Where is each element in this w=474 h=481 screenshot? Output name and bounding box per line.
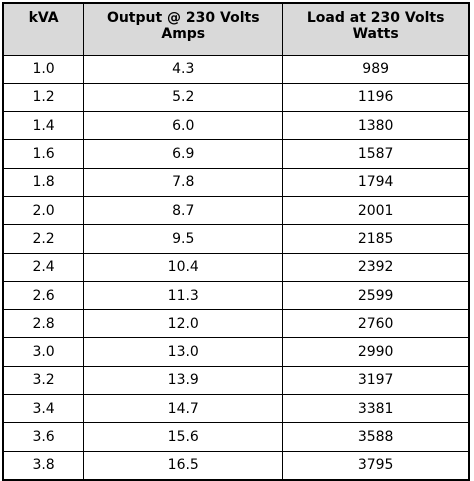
- table-row: 3.2 13.9 3197: [2, 365, 470, 396]
- table-cell: 3.0: [2, 337, 85, 367]
- table-cell: 3.2: [2, 365, 85, 396]
- table-cell: 3588: [282, 422, 470, 452]
- table-cell: 3.8: [2, 450, 85, 481]
- table-row: 3.6 15.6 3588: [2, 422, 470, 452]
- table-row: 2.4 10.4 2392: [2, 252, 470, 282]
- table-cell: 2760: [282, 309, 470, 339]
- header-row: kVA Output @ 230 Volts Amps Load at 230 Vo…: [2, 2, 470, 56]
- table-cell: 13.9: [83, 365, 284, 396]
- table-row: 2.6 11.3 2599: [2, 280, 470, 311]
- table-cell: 3.6: [2, 422, 85, 452]
- table-cell: 5.2: [83, 82, 284, 113]
- table-row: 3.8 16.5 3795: [2, 450, 470, 481]
- table-cell: 1196: [282, 82, 470, 113]
- table-cell: 1794: [282, 167, 470, 197]
- table-cell: 6.0: [83, 111, 284, 141]
- header-cell: Load at 230 Volts Watts: [282, 2, 470, 56]
- table-cell: 9.5: [83, 224, 284, 254]
- table-cell: 2.0: [2, 195, 85, 226]
- table-cell: 2599: [282, 280, 470, 311]
- table-cell: 6.9: [83, 139, 284, 169]
- table-cell: 12.0: [83, 309, 284, 339]
- table-cell: 2990: [282, 337, 470, 367]
- table-cell: 2392: [282, 252, 470, 282]
- table-row: 2.2 9.5 2185: [2, 224, 470, 254]
- table-cell: 2.6: [2, 280, 85, 311]
- table-row: 1.8 7.8 1794: [2, 167, 470, 197]
- table-cell: 2.2: [2, 224, 85, 254]
- table-cell: 13.0: [83, 337, 284, 367]
- table-row: 1.0 4.3 989: [2, 54, 470, 84]
- header-cell: Output @ 230 Volts Amps: [83, 2, 284, 56]
- header-cell: kVA: [2, 2, 85, 56]
- table-cell: 14.7: [83, 394, 284, 424]
- table-body: 1.0 4.3 989 1.2 5.2 1196 1.4 6.0 1380 1.6 6.9 1587 1…: [2, 54, 470, 481]
- table-cell: 1.0: [2, 54, 85, 84]
- table-cell: 16.5: [83, 450, 284, 481]
- table-cell: 8.7: [83, 195, 284, 226]
- table-cell: 1.2: [2, 82, 85, 113]
- table-cell: 1587: [282, 139, 470, 169]
- table-row: 2.0 8.7 2001: [2, 195, 470, 226]
- table-cell: 11.3: [83, 280, 284, 311]
- table-cell: 3197: [282, 365, 470, 396]
- table-cell: 3381: [282, 394, 470, 424]
- table-cell: 7.8: [83, 167, 284, 197]
- table-row: 3.0 13.0 2990: [2, 337, 470, 367]
- table-row: 1.4 6.0 1380: [2, 111, 470, 141]
- table-cell: 3.4: [2, 394, 85, 424]
- table-row: 1.6 6.9 1587: [2, 139, 470, 169]
- table-cell: 2.8: [2, 309, 85, 339]
- table-cell: 1.4: [2, 111, 85, 141]
- table-cell: 1380: [282, 111, 470, 141]
- table-cell: 2185: [282, 224, 470, 254]
- table-row: 2.8 12.0 2760: [2, 309, 470, 339]
- table-cell: 4.3: [83, 54, 284, 84]
- table-cell: 2001: [282, 195, 470, 226]
- table-cell: 15.6: [83, 422, 284, 452]
- table-cell: 2.4: [2, 252, 85, 282]
- table-row: 3.4 14.7 3381: [2, 394, 470, 424]
- table-row: 1.2 5.2 1196: [2, 82, 470, 113]
- table-cell: 10.4: [83, 252, 284, 282]
- table-cell: 989: [282, 54, 470, 84]
- table-cell: 3795: [282, 450, 470, 481]
- table-cell: 1.8: [2, 167, 85, 197]
- table-cell: 1.6: [2, 139, 85, 169]
